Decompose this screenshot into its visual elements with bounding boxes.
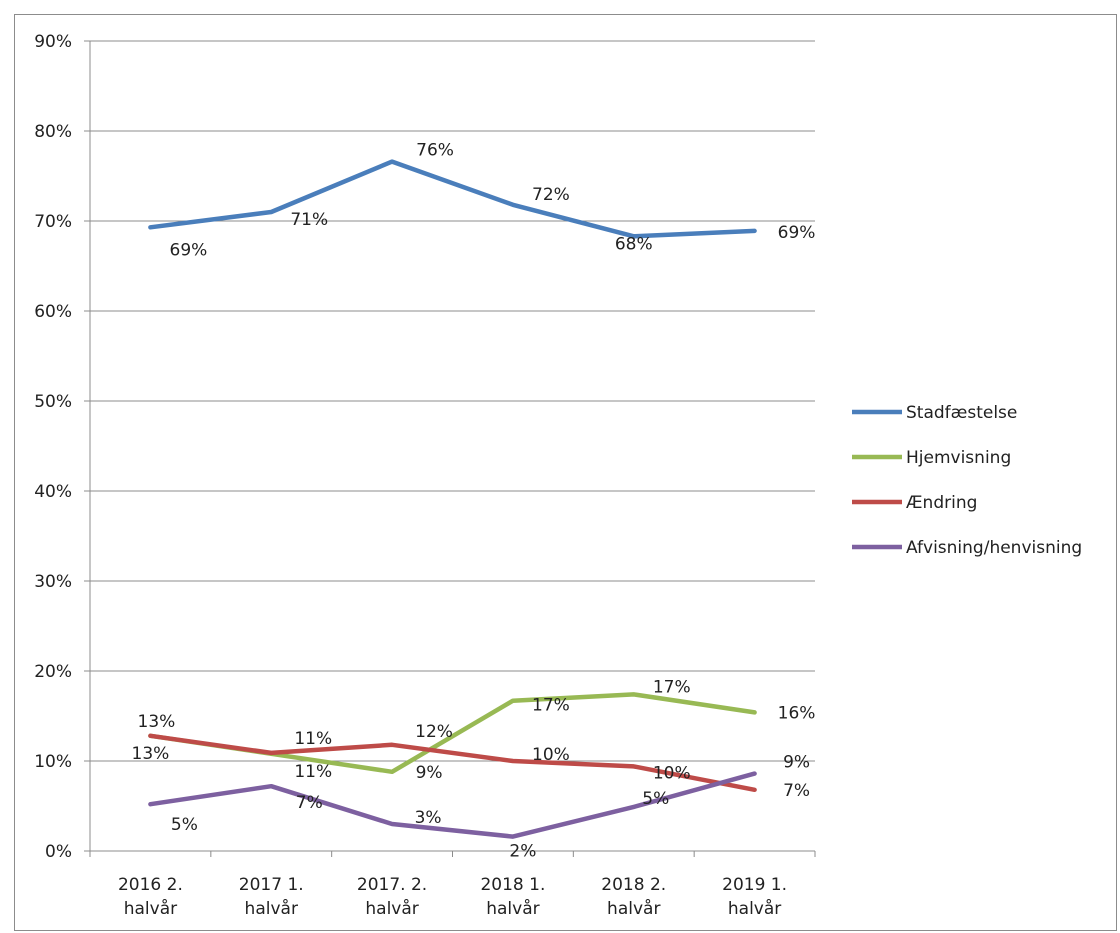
data-label: 13% xyxy=(138,712,176,732)
series-line xyxy=(148,159,757,239)
y-tick-label: 10% xyxy=(34,752,72,772)
data-label: 7% xyxy=(296,793,323,813)
data-label: 5% xyxy=(171,815,198,835)
x-tick-label: 2018 1. halvår xyxy=(480,875,545,919)
data-label: 17% xyxy=(532,696,570,716)
data-label: 71% xyxy=(290,210,328,230)
data-label: 69% xyxy=(170,240,208,260)
x-tick-label: 2018 2. halvår xyxy=(601,875,666,919)
legend-label: Afvisning/henvisning xyxy=(906,538,1082,558)
data-label: 76% xyxy=(416,141,454,161)
series-line xyxy=(148,771,757,839)
series-lines xyxy=(148,159,757,839)
y-tick-label: 80% xyxy=(34,122,72,142)
data-label: 10% xyxy=(532,745,570,765)
axes: 0% 10% 20% 30% 40% 50% 60% 70% 80% 90% 2016 2. halv… xyxy=(34,32,816,919)
data-label: 12% xyxy=(415,722,453,742)
y-tick-label: 30% xyxy=(34,572,72,592)
data-label: 9% xyxy=(416,763,443,783)
data-label: 7% xyxy=(783,781,810,801)
y-tick-label: 20% xyxy=(34,662,72,682)
data-label: 16% xyxy=(778,703,816,723)
y-tick-label: 60% xyxy=(34,302,72,322)
series-line xyxy=(148,733,757,793)
data-labels: 69% 71% 76% 72% 68% 69% 13% 11% 9% 17% 17% 16% 13% 11… xyxy=(132,141,816,862)
data-label: 2% xyxy=(509,842,536,862)
y-tick-label: 50% xyxy=(34,392,72,412)
legend-label: Stadfæstelse xyxy=(906,403,1017,423)
data-label: 10% xyxy=(653,763,691,783)
data-label: 11% xyxy=(294,762,332,782)
data-label: 5% xyxy=(642,789,669,809)
x-tick-label: 2016 2. halvår xyxy=(118,875,183,919)
y-tick-label: 70% xyxy=(34,212,72,232)
data-label: 13% xyxy=(132,744,170,764)
legend: Stadfæstelse Hjemvisning Ændring Afvisning/… xyxy=(852,403,1082,558)
y-tick-label: 0% xyxy=(45,842,72,862)
x-tick-label: 2019 1. halvår xyxy=(722,875,787,919)
data-label: 72% xyxy=(532,185,570,205)
gridlines xyxy=(90,40,815,762)
data-label: 69% xyxy=(778,223,816,243)
legend-label: Ændring xyxy=(906,493,977,513)
data-label: 9% xyxy=(783,753,810,773)
y-tick-label: 90% xyxy=(34,32,72,52)
x-tick-label: 2017. 2. halvår xyxy=(357,875,427,919)
chart-frame xyxy=(14,14,1117,931)
data-label: 68% xyxy=(615,234,653,254)
data-label: 17% xyxy=(653,677,691,697)
data-label: 11% xyxy=(294,729,332,749)
data-label: 3% xyxy=(415,808,442,828)
legend-label: Hjemvisning xyxy=(906,448,1011,468)
x-tick-label: 2017 1. halvår xyxy=(239,875,304,919)
y-tick-label: 40% xyxy=(34,482,72,502)
